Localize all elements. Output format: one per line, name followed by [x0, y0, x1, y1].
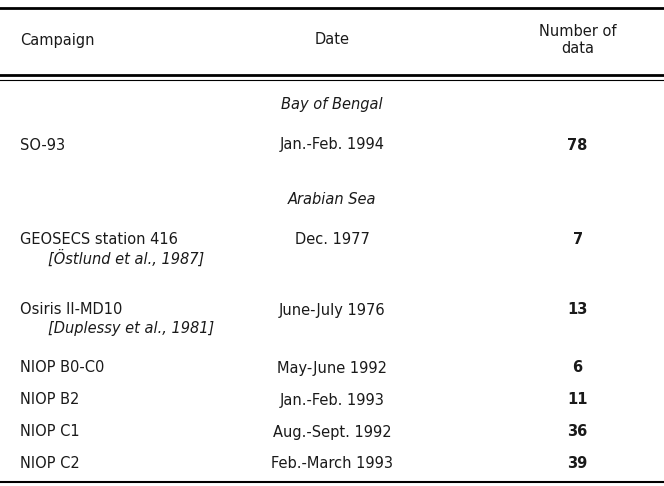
Text: NIOP B0-C0: NIOP B0-C0 — [20, 361, 104, 376]
Text: NIOP C2: NIOP C2 — [20, 456, 80, 471]
Text: 6: 6 — [572, 361, 583, 376]
Text: Arabian Sea: Arabian Sea — [288, 192, 376, 208]
Text: 78: 78 — [568, 138, 588, 153]
Text: NIOP B2: NIOP B2 — [20, 393, 79, 407]
Text: 36: 36 — [568, 424, 588, 439]
Text: [Duplessy et al., 1981]: [Duplessy et al., 1981] — [48, 320, 214, 335]
Text: NIOP C1: NIOP C1 — [20, 424, 80, 439]
Text: Aug.-Sept. 1992: Aug.-Sept. 1992 — [273, 424, 391, 439]
Text: 39: 39 — [568, 456, 588, 471]
Text: May-June 1992: May-June 1992 — [277, 361, 387, 376]
Text: Campaign: Campaign — [20, 33, 94, 48]
Text: Jan.-Feb. 1993: Jan.-Feb. 1993 — [280, 393, 384, 407]
Text: 7: 7 — [572, 232, 583, 247]
Text: 11: 11 — [568, 393, 588, 407]
Text: Feb.-March 1993: Feb.-March 1993 — [271, 456, 393, 471]
Text: GEOSECS station 416: GEOSECS station 416 — [20, 232, 178, 247]
Text: 13: 13 — [568, 302, 588, 317]
Text: Bay of Bengal: Bay of Bengal — [281, 98, 383, 112]
Text: Osiris II-MD10: Osiris II-MD10 — [20, 302, 122, 317]
Text: [Östlund et al., 1987]: [Östlund et al., 1987] — [48, 249, 204, 267]
Text: Date: Date — [315, 33, 349, 48]
Text: SO-93: SO-93 — [20, 138, 65, 153]
Text: Number of
data: Number of data — [539, 24, 616, 56]
Text: Dec. 1977: Dec. 1977 — [295, 232, 369, 247]
Text: June-July 1976: June-July 1976 — [279, 302, 385, 317]
Text: Jan.-Feb. 1994: Jan.-Feb. 1994 — [280, 138, 384, 153]
